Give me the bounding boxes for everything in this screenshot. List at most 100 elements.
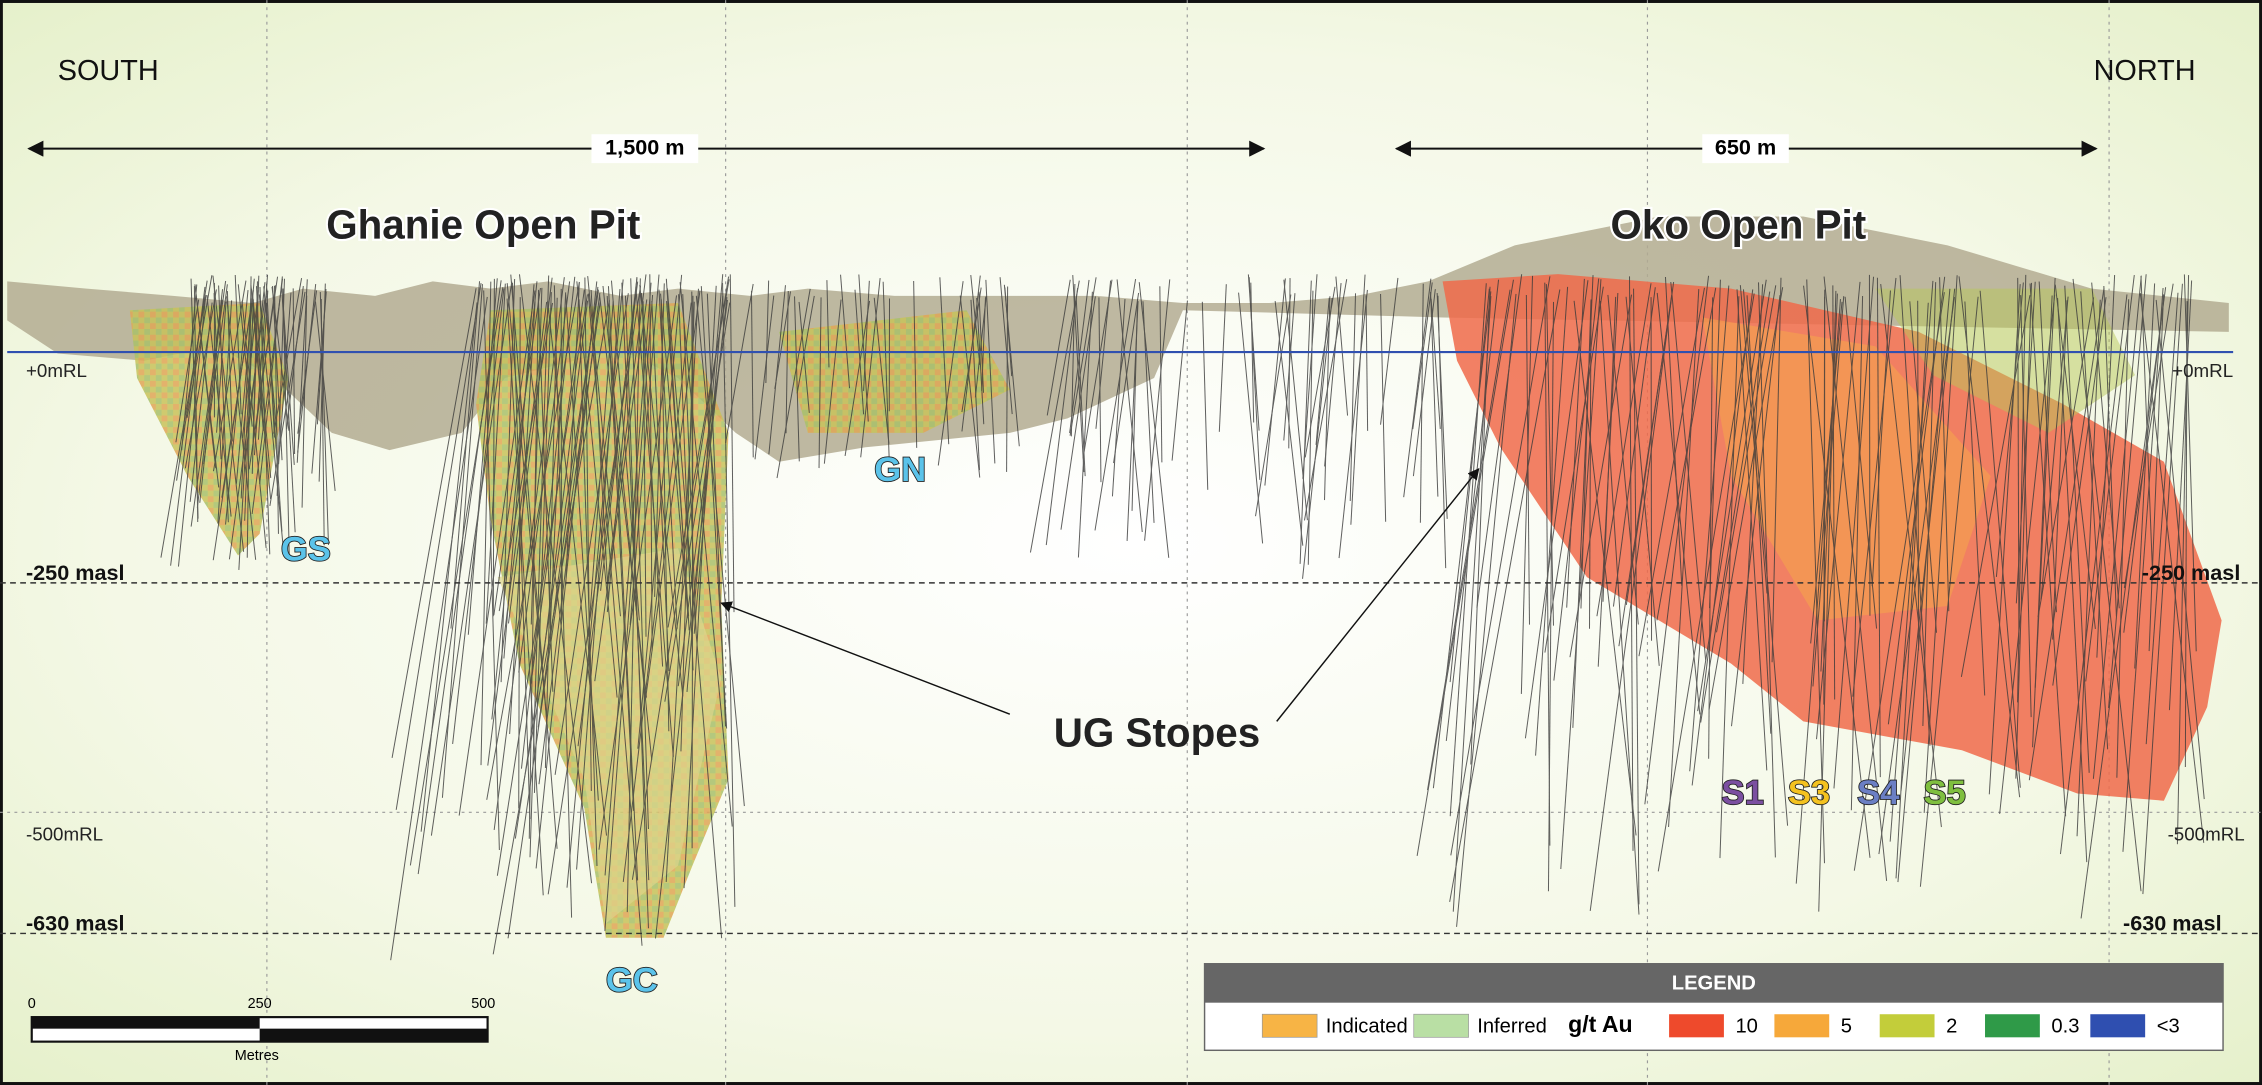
drill-hole — [1113, 292, 1140, 464]
drill-hole — [493, 277, 565, 831]
scale-tick: 0 — [28, 996, 36, 1012]
drill-hole — [1544, 282, 1551, 846]
drill-hole — [584, 277, 592, 791]
drill-hole — [184, 289, 217, 469]
drill-hole — [234, 274, 242, 415]
drill-hole — [660, 293, 689, 619]
drill-hole — [1525, 295, 1531, 625]
drill-hole — [194, 284, 217, 469]
dimension-label: 1,500 m — [605, 134, 684, 159]
drill-hole — [1082, 279, 1113, 459]
drill-hole — [281, 285, 296, 533]
legend-label: Indicated — [1326, 1016, 1408, 1038]
drill-hole — [2032, 295, 2053, 748]
drill-hole — [768, 285, 786, 455]
drill-hole — [939, 277, 950, 445]
drill-hole — [1719, 296, 1740, 859]
drill-hole — [2183, 274, 2197, 652]
drill-hole — [1871, 290, 1891, 587]
drill-hole — [251, 278, 284, 514]
drill-hole — [1560, 279, 1602, 870]
drill-hole — [1094, 279, 1137, 531]
drill-hole — [2028, 288, 2105, 781]
drill-hole — [750, 290, 754, 458]
scale-tick: 500 — [471, 996, 495, 1012]
drill-hole — [538, 293, 601, 785]
drill-hole — [1644, 275, 1710, 805]
drill-hole — [2096, 275, 2116, 658]
legend-swatch — [2090, 1014, 2146, 1038]
drill-hole — [576, 281, 618, 698]
drill-hole — [1607, 294, 1639, 625]
drill-hole — [1029, 280, 1080, 553]
drill-hole — [458, 290, 536, 816]
drill-hole — [722, 282, 736, 907]
drill-hole — [1380, 293, 1387, 522]
drill-hole — [1445, 279, 1500, 741]
drill-hole — [269, 291, 306, 507]
drill-hole — [255, 285, 277, 429]
drill-hole — [190, 278, 199, 519]
drill-hole — [1657, 293, 1755, 872]
drill-hole — [257, 290, 269, 440]
drill-hole — [729, 274, 735, 613]
zone-label: S1 — [1721, 774, 1763, 812]
drill-hole — [506, 298, 544, 896]
level-label: +0mRL — [2172, 360, 2233, 381]
drill-hole — [259, 286, 271, 555]
drill-hole — [1832, 285, 1836, 700]
ghanie-orebody — [129, 303, 1010, 938]
drill-hole — [576, 289, 621, 870]
drill-hole — [873, 297, 890, 444]
drill-hole — [1897, 288, 1951, 883]
drill-hole — [235, 278, 255, 484]
drill-hole — [2139, 292, 2205, 843]
drill-hole — [2057, 297, 2088, 863]
drill-hole — [314, 301, 336, 491]
drill-hole — [1302, 274, 1318, 479]
drill-hole — [1069, 279, 1090, 434]
legend-label: Inferred — [1477, 1016, 1547, 1038]
drill-hole — [486, 281, 580, 800]
drill-hole — [1304, 286, 1336, 458]
drill-hole — [1668, 289, 1700, 828]
drill-hole — [2072, 278, 2142, 892]
drill-hole — [1077, 291, 1093, 558]
direction-north: NORTH — [2094, 55, 2196, 87]
drill-hole — [1456, 293, 1517, 927]
drill-hole — [1922, 282, 1937, 726]
drill-hole — [604, 294, 654, 931]
drill-hole — [2040, 296, 2069, 601]
drill-hole — [1437, 295, 1447, 569]
drill-hole — [492, 278, 495, 617]
topography — [7, 216, 2229, 462]
drill-hole — [1547, 301, 1555, 892]
drill-hole — [1589, 281, 1675, 912]
drill-hole — [959, 295, 981, 478]
legend-swatch — [1261, 1013, 1318, 1038]
drill-hole — [1656, 287, 1717, 621]
legend-swatch — [1879, 1014, 1935, 1038]
drill-hole — [637, 274, 683, 749]
drill-hole — [840, 274, 851, 389]
drill-hole — [1850, 296, 1864, 811]
drill-hole — [503, 284, 535, 659]
zone-label: GN — [874, 451, 926, 489]
drill-hole — [450, 281, 481, 629]
drill-hole — [1138, 282, 1170, 558]
legend-title: LEGEND — [1672, 972, 1756, 994]
drill-hole — [2122, 287, 2164, 852]
legend-label: 2 — [1946, 1016, 1957, 1038]
drill-hole — [1638, 287, 1705, 657]
drill-hole — [2029, 283, 2067, 817]
drill-hole — [974, 295, 987, 398]
drill-hole — [1810, 301, 1843, 644]
drill-hole — [2123, 283, 2174, 589]
drill-hole — [1432, 291, 1492, 789]
drill-holes — [160, 274, 2205, 961]
drill-hole — [631, 276, 730, 880]
level-label: +0mRL — [26, 360, 87, 381]
drill-hole — [602, 285, 653, 760]
legend-label: 0.3 — [2051, 1016, 2079, 1038]
drill-hole — [1960, 295, 2031, 677]
